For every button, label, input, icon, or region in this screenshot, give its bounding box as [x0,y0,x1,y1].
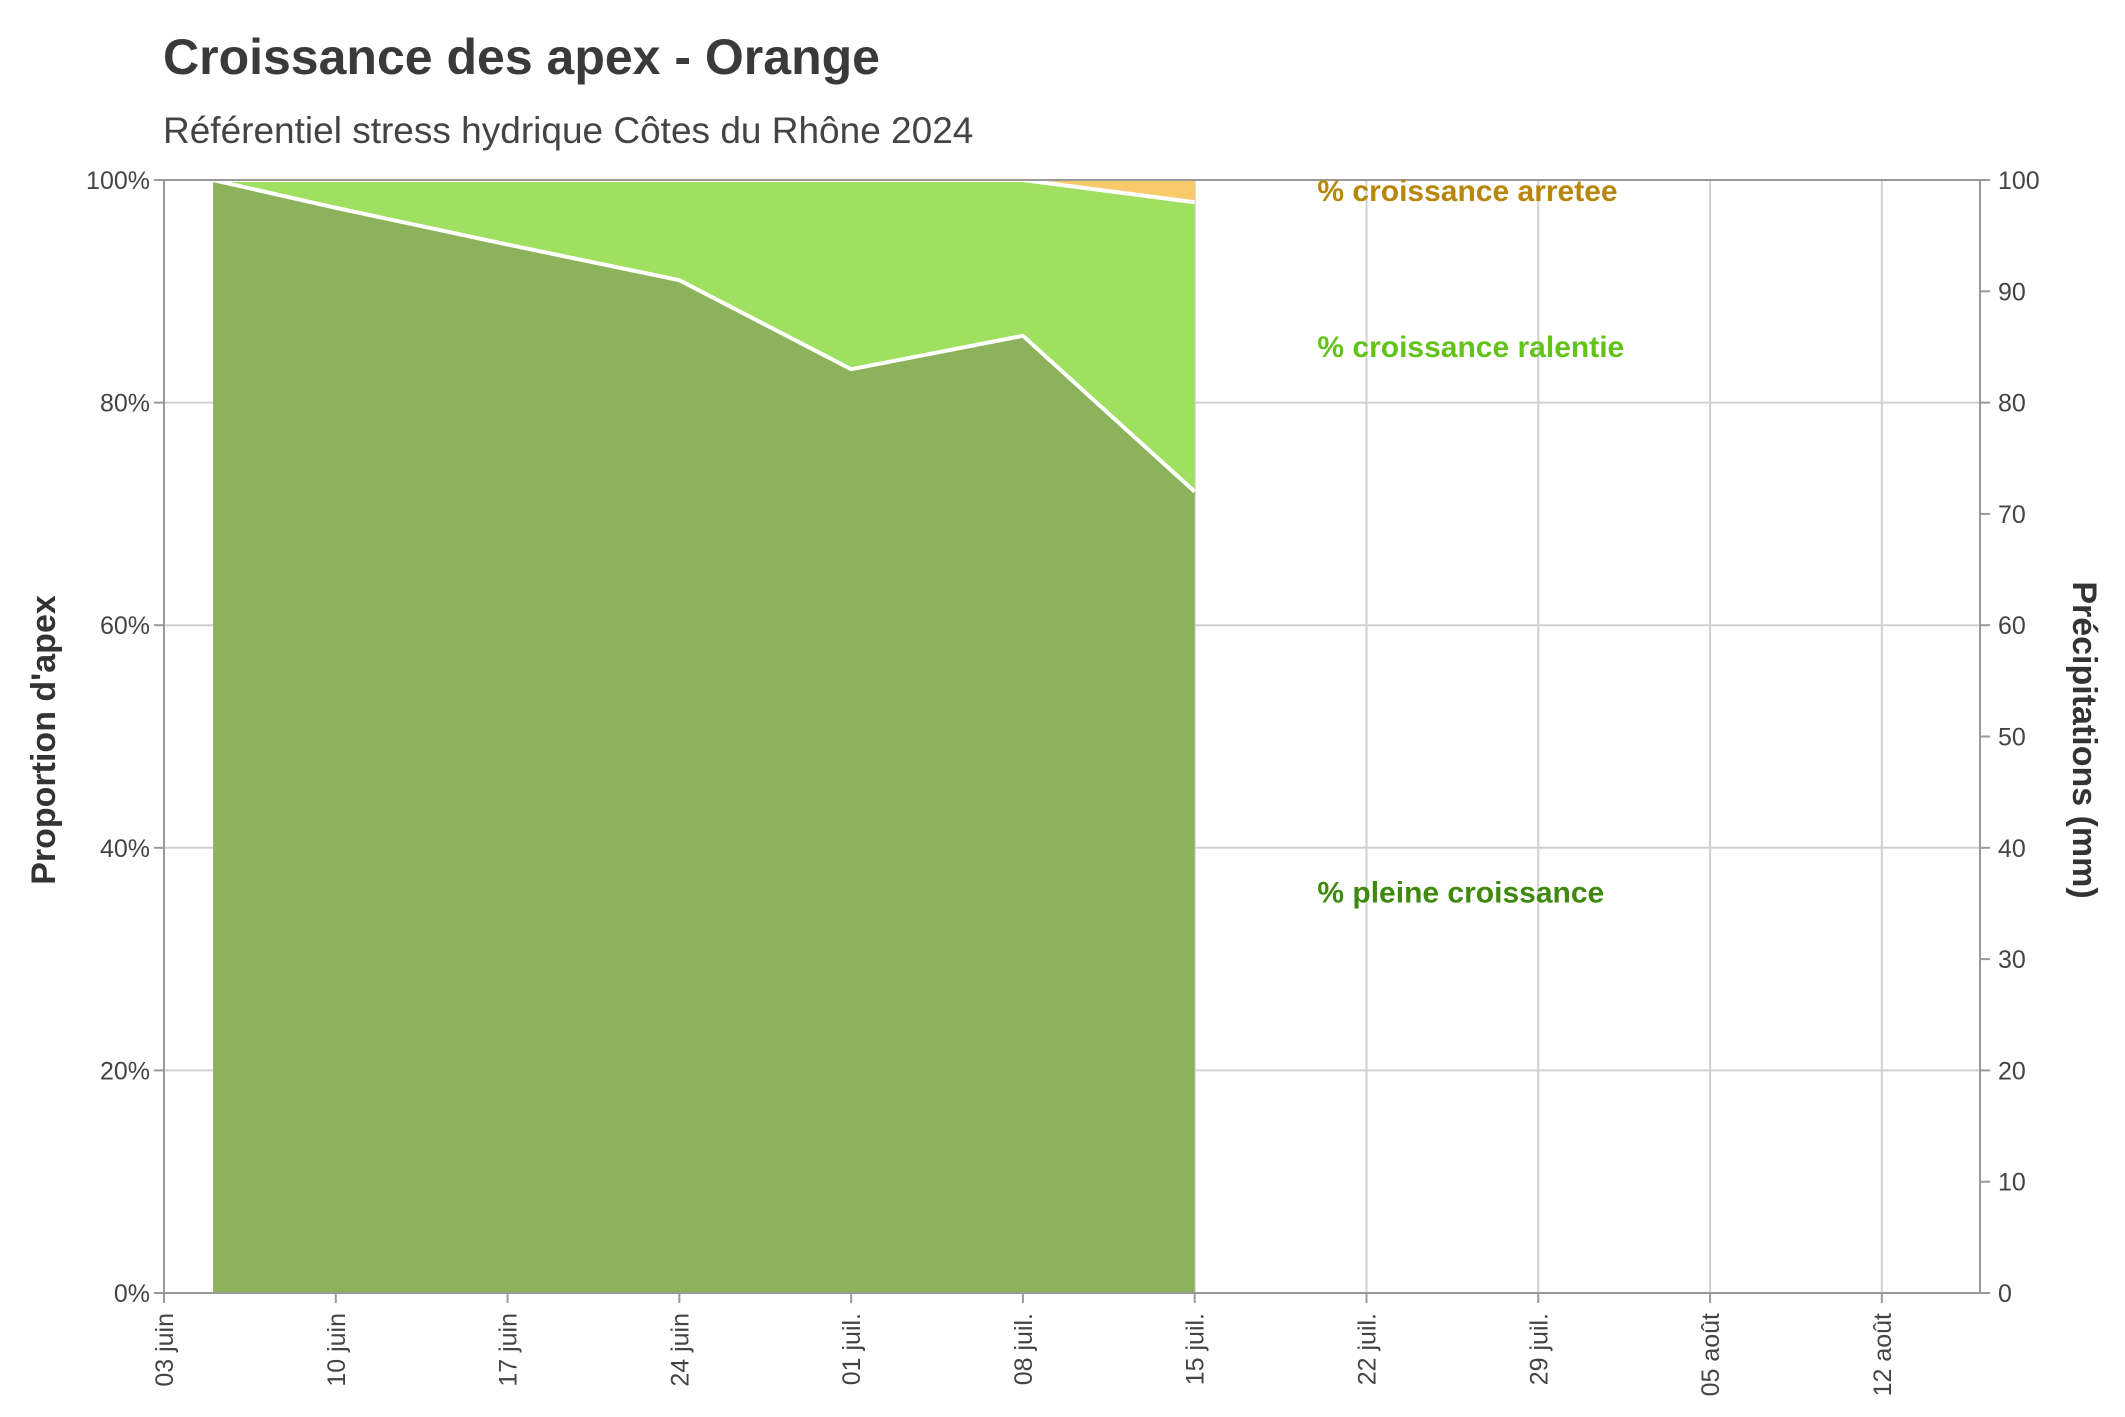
chart-title: Croissance des apex - Orange [163,29,880,85]
x-tick-label: 12 août [1869,1313,1897,1396]
y-tick-label: 0% [114,1280,150,1308]
x-tick-label: 01 juil. [838,1313,866,1385]
y-tick-label: 100% [86,167,150,195]
x-tick-label: 10 juin [323,1313,351,1387]
y-tick-label: 40% [100,835,150,863]
area-series-0 [213,180,1195,1293]
y-tick-label: 80% [100,390,150,418]
y2-tick-label: 100 [1998,167,2040,195]
x-tick-label: 05 août [1697,1313,1725,1396]
x-tick-label: 03 juin [151,1313,179,1387]
series-labels: % pleine croissance % croissance ralentie… [1317,175,1624,909]
series-label-2: % croissance arretee [1317,175,1617,208]
series-label-0: % pleine croissance [1317,876,1604,909]
axes [154,179,1990,1303]
x-tick-label: 15 juil. [1182,1313,1210,1385]
y2-tick-label: 30 [1998,946,2026,974]
y2-tick-label: 0 [1998,1280,2012,1308]
y2-tick-label: 40 [1998,835,2026,863]
y-axis-title: Proportion d'apex [25,595,63,885]
x-tick-label: 24 juin [666,1313,694,1387]
y2-tick-label: 60 [1998,612,2026,640]
stacked-areas [212,178,1197,1293]
y2-tick-label: 50 [1998,724,2026,752]
y-tick-label: 60% [100,612,150,640]
y2-axis-title: Précipitations (mm) [2065,581,2103,898]
x-tick-label: 29 juil. [1525,1313,1553,1385]
x-tick-label: 08 juil. [1010,1313,1038,1385]
series-label-1: % croissance ralentie [1317,331,1624,364]
series-boundary-line [212,178,1197,494]
y2-tick-label: 80 [1998,390,2026,418]
x-tick-label: 22 juil. [1353,1313,1381,1385]
x-tick-label: 17 juin [495,1313,523,1387]
y2-tick-label: 20 [1998,1057,2026,1085]
area-series-2 [213,180,1195,203]
area-series-1 [213,180,1195,492]
y2-tick-label: 90 [1998,278,2026,306]
y2-tick-label: 10 [1998,1169,2026,1197]
chart-subtitle: Référentiel stress hydrique Côtes du Rhô… [163,110,974,151]
y-tick-label: 20% [100,1057,150,1085]
tick-labels: 0% 20% 40% 60% 80% 100% 03 juin 10 juin 17 juin 2… [86,167,2040,1396]
y2-tick-label: 70 [1998,501,2026,529]
